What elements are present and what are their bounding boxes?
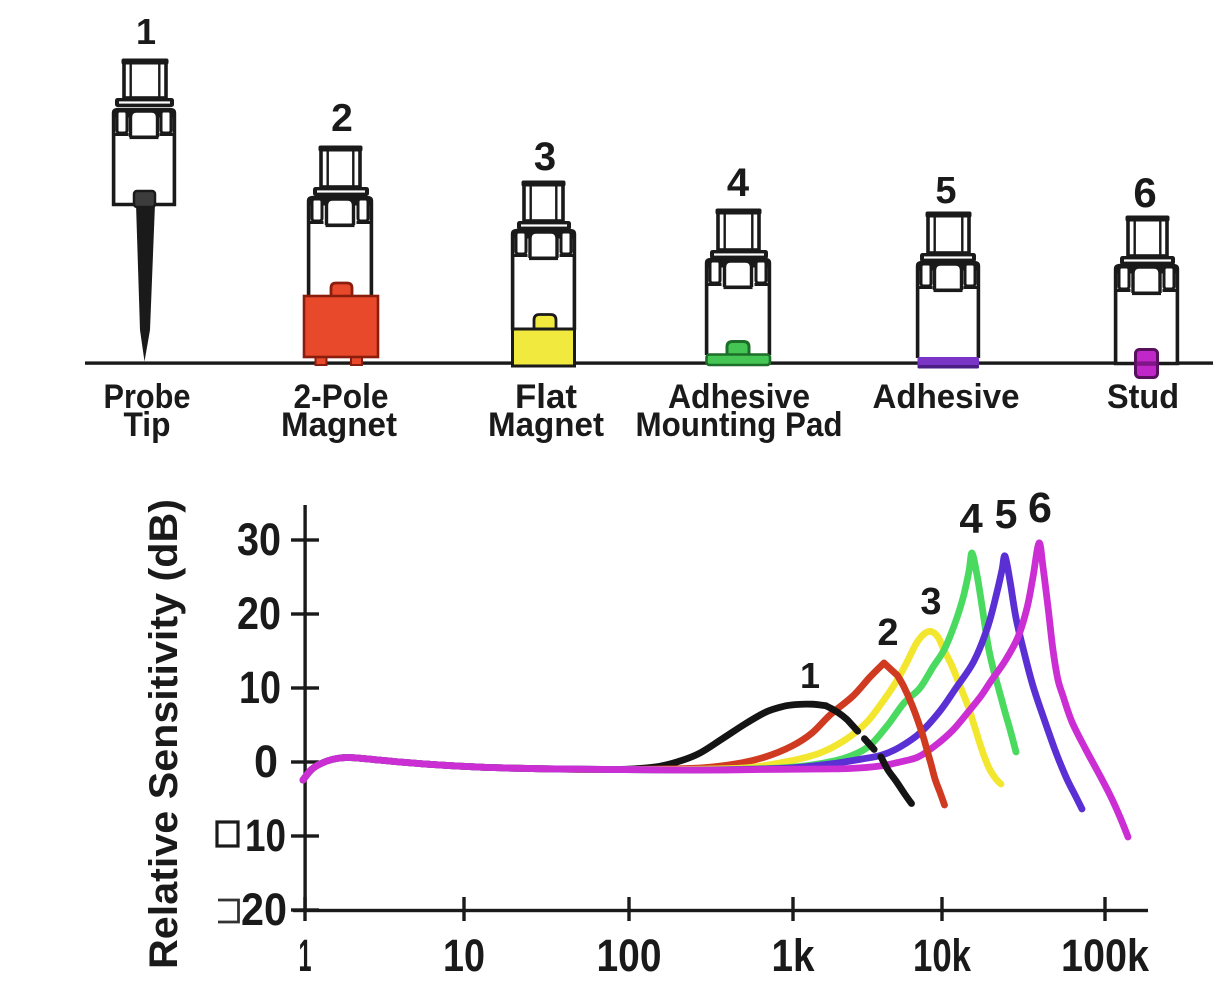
svg-text:Stud: Stud — [1107, 378, 1179, 416]
svg-text:5: 5 — [995, 491, 1018, 537]
svg-text:Adhesive: Adhesive — [873, 378, 1020, 416]
svg-text:Flat: Flat — [515, 378, 577, 416]
svg-text:100: 100 — [597, 930, 662, 981]
svg-text:Magnet: Magnet — [281, 406, 397, 444]
svg-text:1: 1 — [136, 11, 156, 52]
svg-text:20: 20 — [237, 588, 281, 639]
svg-text:10k: 10k — [913, 930, 972, 981]
svg-text:1: 1 — [800, 655, 820, 696]
svg-text:Magnet: Magnet — [488, 406, 604, 444]
svg-text:Tip: Tip — [124, 406, 171, 444]
svg-text:3: 3 — [920, 581, 941, 623]
svg-text:6: 6 — [1028, 484, 1052, 532]
svg-text:2: 2 — [331, 97, 353, 140]
svg-text:1: 1 — [299, 930, 312, 981]
svg-text:10: 10 — [239, 662, 281, 713]
svg-text:Relative Sensitivity (dB): Relative Sensitivity (dB) — [142, 499, 186, 969]
svg-text:5: 5 — [935, 170, 956, 212]
svg-text:2-Pole: 2-Pole — [294, 378, 389, 416]
svg-text:10: 10 — [245, 810, 286, 861]
svg-text:100k: 100k — [1061, 930, 1150, 981]
svg-text:1k: 1k — [772, 930, 816, 981]
svg-text:Probe: Probe — [104, 378, 191, 416]
svg-text:2: 2 — [877, 612, 898, 654]
svg-text:Mounting Pad: Mounting Pad — [636, 406, 843, 444]
svg-text:0: 0 — [254, 736, 278, 787]
svg-text:30: 30 — [237, 514, 281, 565]
svg-text:Adhesive: Adhesive — [668, 378, 810, 416]
svg-text:20: 20 — [241, 884, 287, 935]
svg-text:6: 6 — [1133, 169, 1156, 216]
svg-text:10: 10 — [443, 930, 485, 981]
svg-text:4: 4 — [959, 495, 983, 542]
svg-text:3: 3 — [534, 135, 556, 179]
svg-text:4: 4 — [727, 161, 750, 205]
